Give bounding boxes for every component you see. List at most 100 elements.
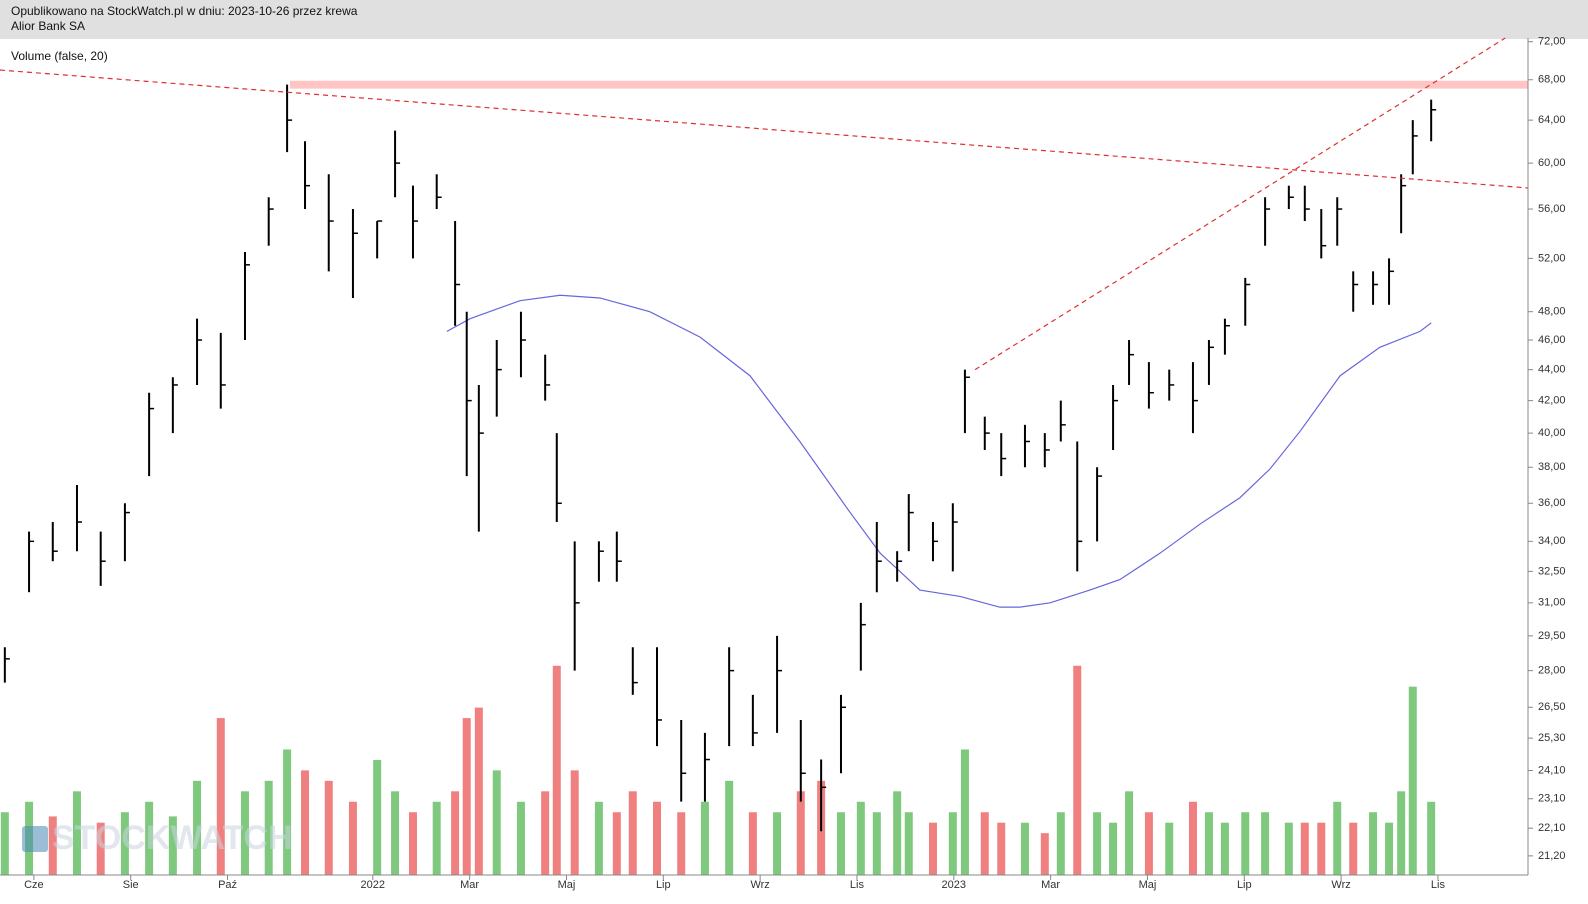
x-tick-label: 2022 [361,879,385,891]
volume-bar [928,822,937,875]
y-tick-label: 42,00 [1538,395,1566,407]
volume-bar [391,791,400,875]
x-tick-label: 2023 [942,879,966,891]
volume-bar [492,770,501,875]
volume-bar [1109,822,1118,875]
volume-bar [1056,812,1065,875]
x-tick-label: Lis [1431,879,1446,891]
volume-bar [541,791,550,875]
volume-bar [700,801,709,875]
volume-bar [1204,812,1213,875]
y-tick-label: 56,00 [1538,203,1566,215]
volume-bar [1125,791,1134,875]
y-tick-label: 21,20 [1538,850,1566,862]
volume-bar [1165,822,1174,875]
volume-bar [48,816,57,875]
volume-bar [1020,822,1029,875]
volume-bar [997,822,1006,875]
x-tick-label: Wrz [750,879,769,891]
volume-bar [0,812,9,875]
y-tick-label: 38,00 [1538,461,1566,473]
volume-bar [628,791,637,875]
volume-bar [948,812,957,875]
volume-bar [1188,801,1197,875]
x-tick-label: Mar [1041,879,1060,891]
y-tick-label: 32,50 [1538,565,1566,577]
volume-bar [348,801,357,875]
volume-bar [836,812,845,875]
y-tick-label: 40,00 [1538,427,1566,439]
volume-bar [1397,791,1406,875]
y-tick-label: 29,50 [1538,630,1566,642]
y-tick-label: 26,50 [1538,701,1566,713]
volume-bar [1073,665,1082,875]
watermark-logo [22,826,48,852]
volume-bar [120,812,129,875]
volume-bar [856,801,865,875]
y-tick-label: 28,00 [1538,665,1566,677]
volume-bar [748,812,757,875]
y-tick-label: 44,00 [1538,364,1566,376]
plot-area [0,37,1529,875]
trendline [0,69,1529,189]
volume-bar [240,791,249,875]
volume-bar [960,749,969,875]
volume-bar [594,801,603,875]
volume-bar [796,791,805,875]
volume-bar [893,791,902,875]
y-tick-label: 36,00 [1538,497,1566,509]
volume-bar [451,791,460,875]
volume-bar [283,749,292,875]
y-tick-label: 46,00 [1538,334,1566,346]
volume-bar [677,812,686,875]
volume-bar [373,759,382,875]
volume-bar [1241,812,1250,875]
y-tick-label: 25,30 [1538,732,1566,744]
volume-bar [653,801,662,875]
volume-bar [264,780,273,875]
volume-bar [72,791,81,875]
volume-bar [552,665,561,875]
volume-bar [612,812,621,875]
volume-bar [145,801,154,875]
company-name: Alior Bank SA [11,19,85,33]
watermark: STOCKWATCH [22,819,293,857]
volume-bar [301,770,310,875]
x-tick-label: Maj [558,879,576,891]
volume-bar [324,780,333,875]
x-tick-label: Lip [656,879,671,891]
volume-bar [872,812,881,875]
volume-bar [904,812,913,875]
y-tick-label: 48,00 [1538,306,1566,318]
volume-bar [1144,812,1153,875]
x-tick-label: Wrz [1331,879,1350,891]
y-tick-label: 52,00 [1538,252,1566,264]
volume-bar [1369,812,1378,875]
x-tick-label: Lis [850,879,865,891]
volume-bar [980,812,989,875]
y-tick-label: 68,00 [1538,74,1566,86]
x-tick-label: Mar [460,879,479,891]
y-tick-label: 60,00 [1538,157,1566,169]
y-tick-label: 22,10 [1538,822,1566,834]
volume-bar [462,718,471,875]
x-tick-label: Cze [24,879,44,891]
volume-bar [516,801,525,875]
y-tick-label: 72,00 [1538,36,1566,48]
volume-bar [725,780,734,875]
volume-bar [216,718,225,875]
volume-bar [168,816,177,875]
header-bar [0,0,1588,39]
volume-bar [1220,822,1229,875]
x-tick-label: Maj [1139,879,1157,891]
moving-average [446,294,1432,608]
volume-bar [1408,686,1417,875]
x-tick-label: Lip [1237,879,1252,891]
y-tick-label: 64,00 [1538,114,1566,126]
resistance-zone [290,80,1528,89]
x-tick-label: Sie [123,879,139,891]
volume-bar [96,822,105,875]
volume-bar [1300,822,1309,875]
